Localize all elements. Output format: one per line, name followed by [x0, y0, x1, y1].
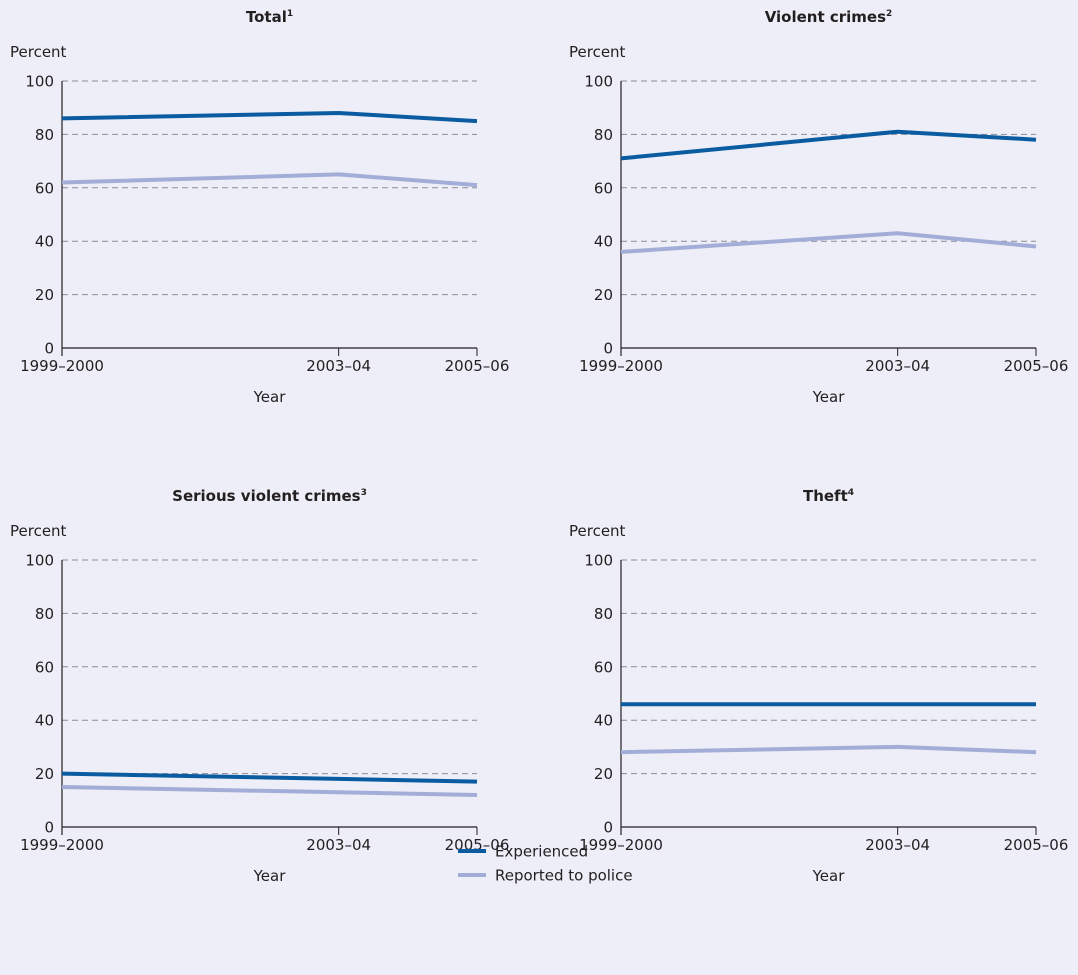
y-axis-label: Percent — [10, 43, 67, 61]
y-tick-label: 80 — [594, 126, 613, 144]
x-axis-label: Year — [812, 388, 846, 406]
y-tick-label: 40 — [594, 233, 613, 251]
x-axis-label: Year — [253, 867, 287, 885]
chart-title-text: Total — [246, 8, 287, 26]
legend-label-experienced: Experienced — [495, 843, 588, 861]
series-line-reported — [620, 231, 1037, 254]
chart-panel: Total1 Percent 0 20 40 60 80 100 1999–2000 2003–0… — [10, 8, 509, 406]
x-axis-label: Year — [253, 388, 287, 406]
chart-title: Theft4 — [803, 487, 854, 505]
y-tick-label: 60 — [594, 179, 613, 197]
chart-title-text: Theft — [803, 487, 848, 505]
y-tick-label: 40 — [594, 712, 613, 730]
y-tick-label: 40 — [35, 712, 54, 730]
y-tick-label: 80 — [594, 605, 613, 623]
x-tick-label: 1999–2000 — [20, 357, 104, 375]
x-axis-label: Year — [812, 867, 846, 885]
y-tick-label: 60 — [594, 658, 613, 676]
y-axis-label: Percent — [10, 522, 67, 540]
series-line-reported — [61, 785, 478, 797]
y-tick-label: 60 — [35, 658, 54, 676]
y-tick-label: 80 — [35, 605, 54, 623]
series-line-experienced — [620, 129, 1037, 161]
x-tick-label: 2003–04 — [865, 357, 930, 375]
chart-title-text: Violent crimes — [765, 8, 886, 26]
chart-panel: Theft4 Percent 0 20 40 60 80 100 1999–2000 2003–0… — [569, 487, 1068, 885]
chart-title: Total1 — [246, 8, 293, 26]
x-tick-label: 2003–04 — [306, 836, 371, 854]
y-tick-label: 100 — [584, 552, 613, 570]
chart-title-superscript: 4 — [848, 488, 854, 498]
y-tick-label: 100 — [25, 552, 54, 570]
legend-label-reported: Reported to police — [495, 867, 633, 885]
x-tick-label: 2005–06 — [1004, 836, 1069, 854]
x-tick-label: 2003–04 — [865, 836, 930, 854]
y-tick-label: 80 — [35, 126, 54, 144]
series-line-experienced — [61, 111, 478, 124]
x-tick-label: 1999–2000 — [579, 357, 663, 375]
y-tick-label: 20 — [594, 286, 613, 304]
x-tick-label: 2005–06 — [445, 357, 510, 375]
chart-panel: Serious violent crimes3 Percent 0 20 40 60 80 1… — [10, 487, 509, 885]
x-tick-label: 2003–04 — [306, 357, 371, 375]
legend: Experienced Reported to police — [458, 843, 633, 885]
x-tick-label: 2005–06 — [1004, 357, 1069, 375]
y-tick-label: 60 — [35, 179, 54, 197]
y-tick-label: 20 — [594, 765, 613, 783]
chart-title-superscript: 2 — [886, 9, 892, 19]
x-tick-label: 1999–2000 — [579, 836, 663, 854]
chart-panel: Violent crimes2 Percent 0 20 40 60 80 100 1999–2… — [569, 8, 1068, 406]
chart-title: Serious violent crimes3 — [172, 487, 367, 505]
chart-title-superscript: 3 — [361, 488, 367, 498]
y-tick-label: 100 — [584, 73, 613, 91]
y-tick-label: 0 — [44, 340, 54, 358]
x-tick-label: 1999–2000 — [20, 836, 104, 854]
series-line-experienced — [61, 771, 478, 784]
y-tick-label: 40 — [35, 233, 54, 251]
y-tick-label: 100 — [25, 73, 54, 91]
series-line-reported — [620, 744, 1037, 755]
y-tick-label: 0 — [44, 819, 54, 837]
y-tick-label: 0 — [603, 340, 613, 358]
chart-title-text: Serious violent crimes — [172, 487, 360, 505]
y-axis-label: Percent — [569, 43, 626, 61]
chart-title: Violent crimes2 — [765, 8, 893, 26]
series-line-reported — [61, 172, 478, 188]
chart-title-superscript: 1 — [287, 9, 293, 19]
y-tick-label: 20 — [35, 286, 54, 304]
y-tick-label: 0 — [603, 819, 613, 837]
y-axis-label: Percent — [569, 522, 626, 540]
y-tick-label: 20 — [35, 765, 54, 783]
